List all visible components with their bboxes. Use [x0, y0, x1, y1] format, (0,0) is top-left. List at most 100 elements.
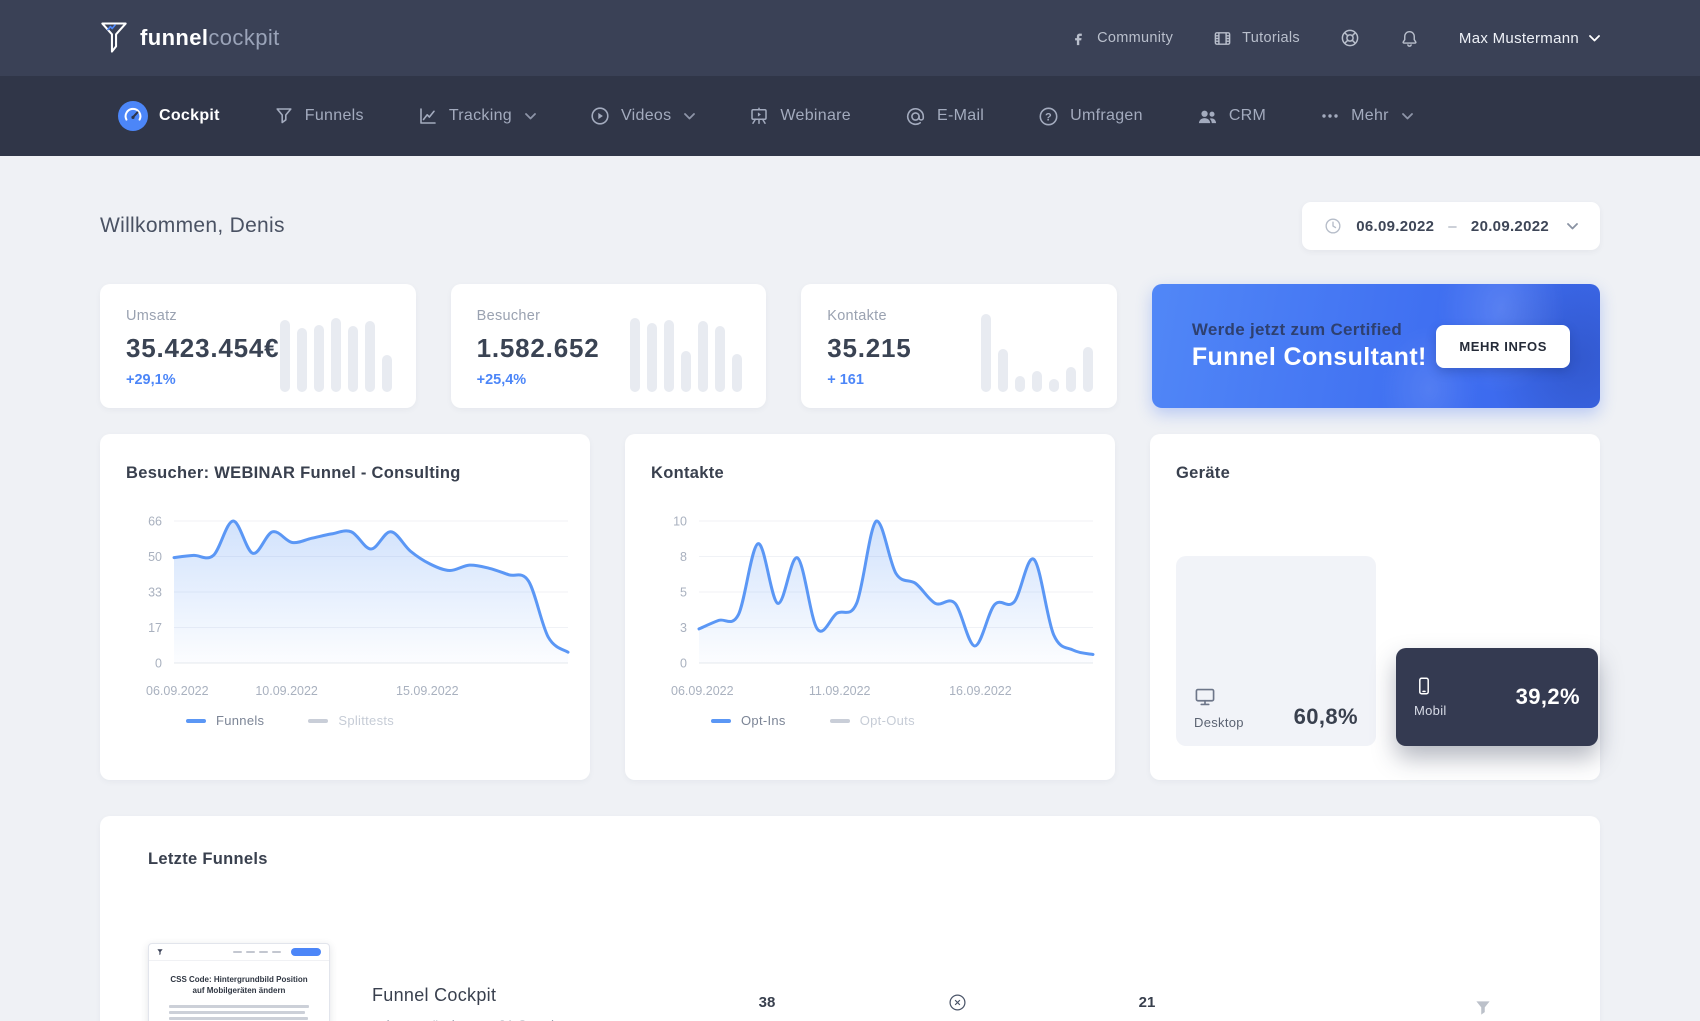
chart-title: Besucher: WEBINAR Funnel - Consulting — [126, 464, 461, 482]
legend-dash — [186, 718, 206, 723]
svg-text:06.09.2022: 06.09.2022 — [146, 684, 209, 698]
svg-text:15.09.2022: 15.09.2022 — [396, 684, 459, 698]
main-nav: Cockpit Funnels Tracking Videos Webinare — [0, 76, 1700, 156]
filter-funnel-icon[interactable] — [1472, 943, 1494, 1019]
nav-item-crm[interactable]: CRM — [1197, 106, 1266, 127]
stat-value: 1.582.652 — [476, 333, 600, 363]
svg-text:0: 0 — [680, 657, 687, 671]
stat-value: 35.423.454€ — [126, 333, 280, 363]
devices-title: Geräte — [1176, 464, 1231, 482]
mehr-infos-button[interactable]: MEHR INFOS — [1436, 324, 1570, 368]
sparkline-bars — [980, 310, 1093, 392]
stat-value: 35.215 — [827, 333, 912, 363]
stat-card-umsatz: Umsatz 35.423.454€ +29,1% — [100, 284, 416, 408]
chevron-down-icon — [1401, 112, 1413, 120]
recent-funnels-title: Letzte Funnels — [148, 850, 268, 868]
nav-item-mehr[interactable]: Mehr — [1320, 106, 1413, 126]
facebook-icon — [1070, 30, 1087, 47]
legend-opt-ins[interactable]: Opt-Ins — [711, 713, 786, 728]
svg-text:5: 5 — [680, 586, 687, 600]
question-circle-icon: ? — [1038, 106, 1059, 127]
svg-text:?: ? — [1045, 111, 1052, 123]
legend-funnels[interactable]: Funnels — [186, 713, 264, 728]
sparkline-bars — [630, 310, 743, 392]
funnel-row[interactable]: CSS Code: Hintergrundbild Position auf M… — [148, 943, 1552, 1021]
people-icon — [1197, 106, 1218, 127]
tracking-icon — [418, 106, 438, 126]
stat-card-kontakte: Kontakte 35.215 + 161 — [801, 284, 1117, 408]
device-tile-mobil[interactable]: Mobil 39,2% — [1396, 648, 1598, 746]
stat-delta: + 161 — [827, 372, 864, 388]
stat-label: Besucher — [476, 308, 541, 324]
date-end: 20.09.2022 — [1470, 217, 1549, 235]
legend-opt-outs[interactable]: Opt-Outs — [829, 713, 915, 728]
stat-card-besucher: Besucher 1.582.652 +25,4% — [450, 284, 767, 408]
legend-splittests[interactable]: Splittests — [308, 713, 394, 728]
at-icon — [905, 106, 926, 127]
tutorials-link[interactable]: Tutorials — [1213, 29, 1300, 48]
phone-icon — [1414, 676, 1447, 696]
svg-text:17: 17 — [148, 621, 162, 635]
chart-card-kontakte: Kontakte 10 8 5 3 0 06.09.2022 11.09.2022 16.09… — [625, 434, 1115, 780]
nav-item-umfragen[interactable]: ? Umfragen — [1038, 106, 1143, 127]
funnel-icon — [274, 106, 294, 126]
svg-text:66: 66 — [148, 515, 162, 529]
area-chart-optins: 10 8 5 3 0 06.09.2022 11.09.2022 16.09.2022 — [651, 505, 1103, 711]
chevron-down-icon — [525, 112, 536, 120]
funnel-stat-seiten: 38 SEITEN — [758, 993, 776, 1011]
gauge-icon — [118, 101, 148, 131]
promo-banner[interactable]: Werde jetzt zum Certified Funnel Consult… — [1151, 284, 1600, 408]
chevron-down-icon — [1567, 222, 1578, 230]
nav-item-cockpit[interactable]: Cockpit — [118, 101, 220, 131]
play-circle-icon — [590, 106, 610, 126]
device-value: 60,8% — [1293, 704, 1358, 729]
nav-item-tracking[interactable]: Tracking — [418, 106, 536, 126]
clock-icon — [1324, 217, 1342, 235]
chevron-down-icon — [1589, 34, 1600, 42]
funnel-stat-mitgliederbereich: MITGLIEDERBEREICH — [862, 943, 1052, 1021]
stat-delta: +29,1% — [126, 372, 176, 388]
x-circle-icon — [948, 993, 967, 1012]
svg-text:16.09.2022: 16.09.2022 — [949, 684, 1012, 698]
logo-text-bold: funnel — [140, 25, 209, 50]
thumb-logo-icon — [157, 948, 163, 956]
thumb-heading: CSS Code: Hintergrundbild Position auf M… — [170, 975, 308, 996]
logo[interactable]: funnelcockpit — [100, 21, 280, 55]
easel-icon — [749, 106, 769, 126]
date-range-picker[interactable]: 06.09.2022 – 20.09.2022 — [1302, 202, 1600, 250]
community-link[interactable]: Community — [1070, 30, 1173, 47]
device-tile-desktop[interactable]: Desktop 60,8% — [1176, 556, 1376, 746]
sparkline-bars — [279, 310, 392, 392]
top-header: funnelcockpit Community Tutorials Max Mu… — [0, 0, 1700, 76]
globe-icon[interactable] — [1340, 28, 1360, 48]
monitor-icon — [1194, 686, 1244, 708]
device-label: Mobil — [1414, 703, 1447, 718]
dots-icon — [1320, 106, 1340, 126]
funnel-modified: zuletzt geändert vor 21 Stunden — [372, 1018, 672, 1021]
date-separator: – — [1448, 217, 1457, 235]
funnel-name: Funnel Cockpit — [372, 985, 497, 1005]
nav-item-webinare[interactable]: Webinare — [749, 106, 851, 126]
device-value: 39,2% — [1515, 684, 1580, 709]
legend-dash — [711, 718, 731, 723]
nav-item-videos[interactable]: Videos — [590, 106, 696, 126]
stat-label: Kontakte — [827, 308, 887, 324]
logo-text-light: cockpit — [208, 25, 280, 50]
funnel-logo-icon — [100, 21, 128, 55]
chart-card-besucher-funnel: Besucher: WEBINAR Funnel - Consulting 66… — [100, 434, 590, 780]
date-start: 06.09.2022 — [1356, 217, 1435, 235]
chevron-down-icon — [684, 112, 696, 120]
nav-item-email[interactable]: E-Mail — [905, 106, 984, 127]
chart-title: Kontakte — [651, 464, 724, 482]
stat-label: Umsatz — [126, 308, 177, 324]
bell-icon[interactable] — [1400, 29, 1419, 48]
user-menu[interactable]: Max Mustermann — [1459, 30, 1600, 47]
stat-delta: +25,4% — [476, 372, 527, 388]
funnel-stat-blogartikel: 21 BLOGARTIKEL — [1138, 993, 1156, 1011]
svg-text:3: 3 — [680, 621, 687, 635]
nav-item-funnels[interactable]: Funnels — [274, 106, 364, 126]
funnel-thumbnail[interactable]: CSS Code: Hintergrundbild Position auf M… — [148, 943, 330, 1021]
svg-text:0: 0 — [155, 657, 162, 671]
svg-text:10.09.2022: 10.09.2022 — [255, 684, 318, 698]
film-icon — [1213, 29, 1232, 48]
